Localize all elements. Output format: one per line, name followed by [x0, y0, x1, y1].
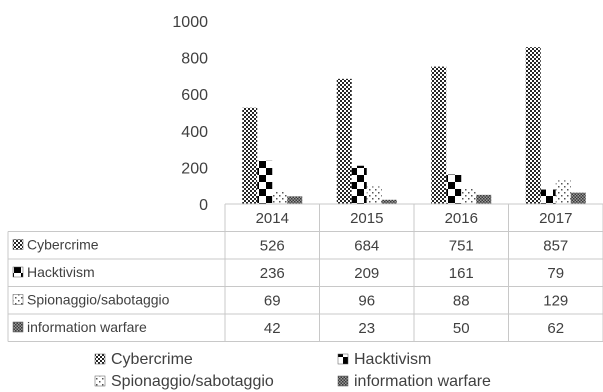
bar-2015-cybercrime: [336, 78, 352, 204]
data-label: 684: [354, 238, 379, 255]
data-label: 88: [453, 293, 470, 310]
table-legend-key: [12, 321, 24, 333]
data-label: 62: [547, 320, 564, 337]
bars: [242, 47, 586, 204]
y-tick-label: 400: [181, 124, 208, 141]
legend-entry: Cybercrime: [111, 351, 193, 368]
data-label: 96: [358, 293, 375, 310]
bar-2014-information-warfare: [287, 196, 303, 204]
data-label: 50: [453, 320, 470, 337]
legend: Cybercrime Hacktivism Spionaggio/sabotaggi…: [94, 351, 491, 390]
bar-2015-spionaggio-sabotaggio: [366, 186, 382, 204]
bar-2014-spionaggio-sabotaggio: [272, 191, 288, 204]
data-label: 209: [354, 265, 379, 282]
data-label: 69: [264, 293, 281, 310]
bar-2015-hacktivism: [351, 165, 367, 204]
data-label: 857: [543, 238, 568, 255]
bar-2016-hacktivism: [446, 174, 462, 204]
data-label: 79: [547, 265, 564, 282]
table-series-label: information warfare: [27, 319, 147, 335]
bar-2017-cybercrime: [525, 47, 541, 204]
table-series-label: Hacktivism: [27, 264, 95, 280]
legend-entry: Hacktivism: [354, 351, 431, 368]
data-label: 23: [358, 320, 375, 337]
data-label: 751: [449, 238, 474, 255]
data-label: 236: [260, 265, 285, 282]
data-table: 2014 2015 2016 2017 Cybercrime 526 684 751 857 Ha…: [7, 203, 603, 342]
legend-key: [337, 353, 349, 365]
bar-2017-hacktivism: [540, 189, 556, 204]
x-tick-label: 2016: [445, 210, 478, 227]
x-tick-label: 2017: [539, 210, 572, 227]
y-tick-label: 1000: [172, 14, 208, 31]
bar-2016-spionaggio-sabotaggio: [461, 187, 477, 204]
bar-2014-cybercrime: [242, 107, 258, 204]
bar-2017-spionaggio-sabotaggio: [555, 180, 571, 204]
legend-key: [94, 375, 106, 387]
bar-2016-information-warfare: [476, 194, 492, 204]
legend-entry: Spionaggio/sabotaggio: [111, 373, 274, 390]
table-series-label: Spionaggio/sabotaggio: [27, 292, 170, 308]
y-tick-label: 200: [181, 160, 208, 177]
legend-key: [337, 375, 349, 387]
y-tick-label: 0: [199, 197, 208, 214]
x-tick-label: 2015: [350, 210, 383, 227]
bar-2017-information-warfare: [570, 192, 586, 204]
data-label: 42: [264, 320, 281, 337]
table-series-label: Cybercrime: [27, 237, 99, 253]
data-label: 161: [449, 265, 474, 282]
legend-key: [94, 353, 106, 365]
bar-2016-cybercrime: [431, 66, 447, 204]
table-legend-key: [12, 294, 24, 305]
legend-entry: information warfare: [354, 373, 491, 390]
y-tick-label: 800: [181, 51, 208, 68]
bar-2014-hacktivism: [257, 160, 273, 204]
table-legend-key: [12, 266, 24, 278]
data-label: 129: [543, 293, 568, 310]
data-label: 526: [260, 238, 285, 255]
table-legend-key: [12, 239, 24, 250]
x-tick-label: 2014: [256, 210, 289, 227]
y-tick-label: 600: [181, 87, 208, 104]
y-axis: 0 200 400 600 800 1000: [172, 14, 208, 214]
bar-2015-information-warfare: [381, 199, 397, 204]
